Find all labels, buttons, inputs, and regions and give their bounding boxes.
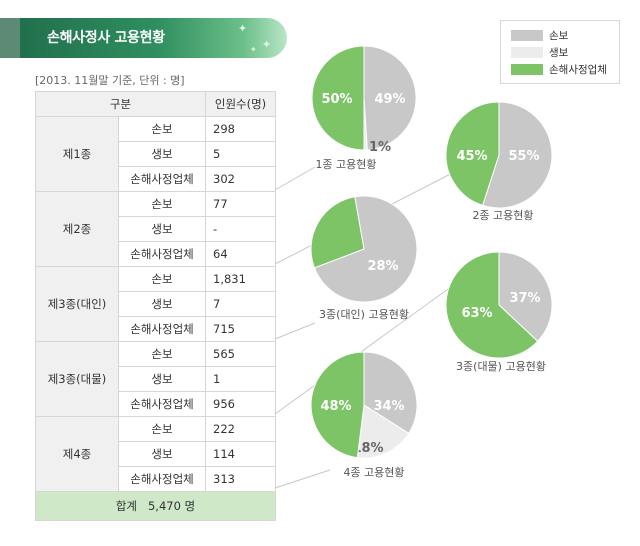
subcategory-cell: 손보 <box>117 116 207 142</box>
legend-swatch <box>511 47 543 58</box>
slice-label: 49% <box>374 92 405 107</box>
pie-slice <box>310 196 365 269</box>
slice-label: 34% <box>373 399 404 414</box>
slice-label: 63% <box>461 306 492 321</box>
connector-line <box>274 166 316 191</box>
pie-slice <box>481 101 553 209</box>
pie-title: 3종(대인) 고용현황 <box>319 308 409 321</box>
slice-label: 28% <box>367 259 398 274</box>
table-row: 손해사정업체 956 <box>36 391 277 417</box>
value-cell: 222 <box>205 416 277 442</box>
table-row: 손해사정업체 715 <box>36 316 277 342</box>
pie-title: 4종 고용현황 <box>343 466 404 479</box>
unit-info: [2013. 11월말 기준, 단위 : 명] <box>35 74 185 87</box>
connector-line <box>274 469 331 489</box>
employment-table: 구분 인원수(명) 제1종 손보 298 생보 5 손해사정업체 302 제2종 손보 77 생보 -… <box>34 91 277 521</box>
subcategory-cell: 생보 <box>117 141 207 167</box>
legend-label: 손보 <box>549 30 569 42</box>
pie-slice <box>498 251 553 342</box>
pie-title: 2종 고용현황 <box>472 209 533 222</box>
chart-legend: 손보 생보 손해사정업체 <box>500 20 620 84</box>
subcategory-cell: 손보 <box>117 416 207 442</box>
subcategory-cell: 손보 <box>117 341 207 367</box>
total-row: 합계 5,470 명 <box>34 491 277 521</box>
legend-swatch <box>511 64 543 75</box>
pie-slice <box>445 251 539 359</box>
value-cell: 114 <box>205 441 277 467</box>
value-cell: 313 <box>205 466 277 492</box>
total-value: 5,470 명 <box>147 499 196 513</box>
pie-title: 3종(대물) 고용현황 <box>456 360 546 373</box>
subcategory-cell: 손보 <box>117 191 207 217</box>
slice-label: 50% <box>321 92 352 107</box>
slice-label: 48% <box>320 399 351 414</box>
banner-stripe <box>0 18 20 58</box>
sparkle-icon: ✦ <box>250 45 257 54</box>
total-label: 합계 <box>115 499 138 513</box>
table-row: 손해사정업체 313 <box>36 466 277 492</box>
subcategory-cell: 손보 <box>117 266 207 292</box>
slice-label: 37% <box>509 291 540 306</box>
subcategory-cell: 생보 <box>117 216 207 242</box>
pie-slice <box>356 404 410 459</box>
sparkle-icon: ✦ <box>238 22 248 35</box>
sparkle-icon: ✦ <box>262 38 272 51</box>
legend-label: 손해사정업체 <box>549 64 607 76</box>
value-cell: - <box>205 216 277 242</box>
pie-slice <box>363 45 417 151</box>
pie-slice <box>311 45 365 151</box>
table-row: 제4종 손보 222 <box>35 416 277 492</box>
value-cell: 956 <box>205 391 277 417</box>
slice-label: 55% <box>508 149 539 164</box>
pie-slice <box>313 195 418 303</box>
table-row: 제3종(대인) 손보 1,831 <box>35 266 277 342</box>
pie-title: 1종 고용현황 <box>315 158 376 171</box>
group-cell: 제4종 <box>35 416 119 492</box>
connector-line <box>274 322 316 340</box>
table-row: 생보 - <box>36 216 277 242</box>
table-header-row: 구분 인원수(명) <box>34 91 277 117</box>
subcategory-cell: 생보 <box>117 291 207 317</box>
pie-slice <box>310 351 365 459</box>
connector-line <box>274 283 456 415</box>
legend-swatch <box>511 30 543 41</box>
subcategory-cell: 손해사정업체 <box>117 316 207 342</box>
legend-label: 생보 <box>549 47 569 59</box>
slice-label: 18% <box>352 441 383 456</box>
title-banner: 손해사정사 고용현황 ✦ ✦ ✦ <box>0 18 287 58</box>
value-cell: 5 <box>205 141 277 167</box>
table-row: 생보 5 <box>36 141 277 167</box>
table-row: 제3종(대물) 손보 565 <box>35 341 277 417</box>
value-cell: 1,831 <box>205 266 277 292</box>
table-row: 손해사정업체 302 <box>36 166 277 192</box>
value-cell: 64 <box>205 241 277 267</box>
total-cell: 합계 5,470 명 <box>34 491 277 521</box>
slice-label: 45% <box>456 149 487 164</box>
pie-slice <box>445 101 500 207</box>
table-row: 제1종 손보 298 <box>35 116 277 192</box>
subcategory-cell: 손해사정업체 <box>117 466 207 492</box>
group-cell: 제3종(대인) <box>35 266 119 342</box>
slice-label: 1% <box>369 140 391 155</box>
page-title: 손해사정사 고용현황 <box>47 30 165 46</box>
value-cell: 565 <box>205 341 277 367</box>
value-cell: 298 <box>205 116 277 142</box>
